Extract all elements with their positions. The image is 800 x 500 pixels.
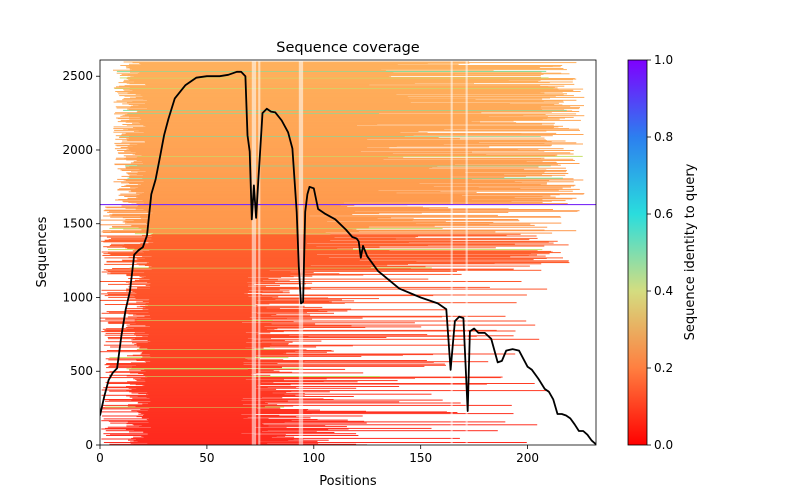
colorbar-ticks: 0.0 0.2 0.4 0.6 0.8 1.0 [647,53,673,452]
x-tick-label: 50 [199,451,214,465]
y-tick-label: 1500 [62,217,93,231]
colorbar-label: Sequence identity to query [683,163,698,340]
colorbar: 0.0 0.2 0.4 0.6 0.8 1.0 Sequence identity to … [627,53,698,452]
plot-frame [99,59,597,446]
chart-title: Sequence coverage [276,40,420,56]
x-axis-label: Positions [319,474,377,489]
y-tick-label: 500 [70,364,93,378]
colorbar-tick-label: 0.8 [654,130,673,144]
x-tick-label: 200 [516,451,539,465]
y-tick-label: 0 [85,438,93,452]
x-tick-label: 0 [96,451,104,465]
plot-area [100,60,596,445]
x-tick-label: 150 [409,451,432,465]
colorbar-tick-label: 0.6 [654,207,673,221]
colorbar-tick-label: 0.4 [654,284,673,298]
y-axis-ticks: 0 500 1000 1500 2000 2500 [62,69,100,452]
x-tick-label: 100 [302,451,325,465]
colorbar-gradient [627,59,648,446]
y-axis-label: Sequences [35,216,50,287]
colorbar-tick-label: 1.0 [654,53,673,67]
colorbar-tick-label: 0.0 [654,438,673,452]
y-tick-label: 2500 [62,69,93,83]
alignment-heatmap [100,60,585,445]
y-tick-label: 1000 [62,290,93,304]
x-axis-ticks: 0 50 100 150 200 [96,445,539,465]
coverage-line [100,70,596,445]
colorbar-tick-label: 0.2 [654,361,673,375]
y-tick-label: 2000 [62,143,93,157]
